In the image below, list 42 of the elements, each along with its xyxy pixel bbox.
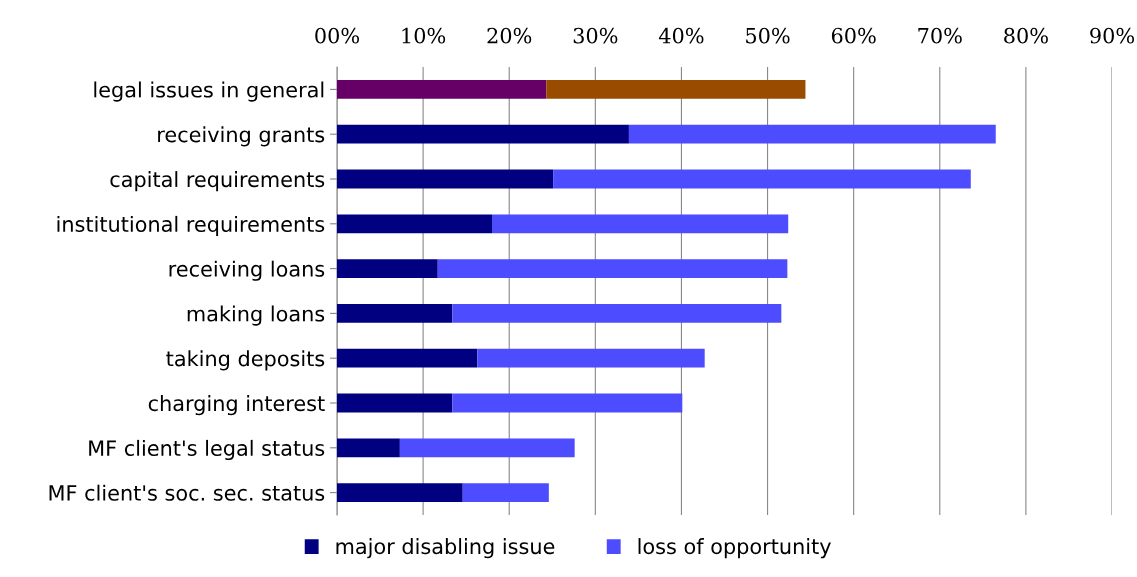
y-tick-label: charging interest	[148, 395, 325, 416]
x-tick-label: 00%	[315, 27, 359, 44]
bar	[337, 348, 478, 368]
bar	[337, 303, 453, 323]
legend-label: loss of opportunity	[638, 538, 831, 559]
legend-label: major disabling issue	[336, 538, 555, 559]
bar	[337, 169, 554, 189]
y-tick-label: institutional requirements	[57, 215, 325, 237]
y-tick-label: receiving loans	[169, 260, 325, 281]
bar	[337, 124, 629, 144]
x-tick-label: 90%	[1090, 27, 1134, 44]
y-tick-label: taking deposits	[166, 350, 325, 371]
y-tick-label: MF client's legal status	[89, 439, 325, 461]
x-tick-label: 50%	[746, 27, 790, 44]
bar	[337, 79, 547, 99]
x-tick-label: 20%	[487, 27, 532, 44]
bar	[452, 303, 782, 323]
bar	[337, 438, 400, 458]
x-tick-label: 40%	[658, 27, 704, 44]
bar	[399, 438, 575, 458]
x-tick-label: 70%	[918, 27, 962, 44]
bar	[628, 124, 996, 144]
bar	[462, 483, 549, 503]
x-tick-label: 10%	[402, 27, 446, 44]
y-tick-label: MF client's soc. sec. status	[49, 484, 325, 501]
bar	[546, 79, 806, 99]
y-tick-label: legal issues in general	[94, 81, 324, 102]
bar	[452, 393, 683, 413]
bar	[337, 483, 463, 503]
bar	[437, 259, 788, 279]
bar	[553, 169, 971, 189]
y-tick-label: making loans	[187, 305, 325, 326]
bar	[337, 393, 453, 413]
x-tick-label: 60%	[831, 27, 876, 44]
y-tick-label: receiving grants	[158, 126, 325, 147]
bar	[477, 348, 705, 368]
x-tick-label: 80%	[1004, 27, 1048, 44]
bar	[337, 214, 492, 234]
bar	[492, 214, 789, 234]
x-tick-label: 30%	[573, 27, 618, 44]
bar	[337, 259, 438, 279]
y-tick-label: capital requirements	[110, 171, 325, 192]
